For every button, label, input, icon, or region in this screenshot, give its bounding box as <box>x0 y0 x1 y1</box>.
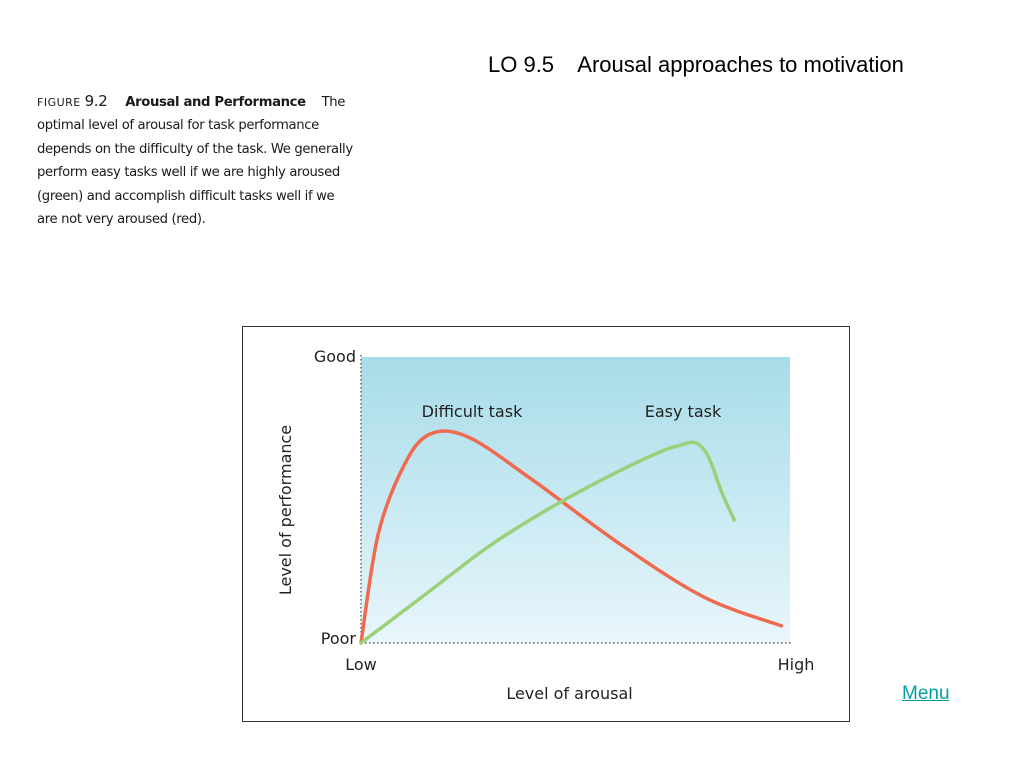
figure-number: 9.2 <box>84 92 108 110</box>
series-label-easy-task: Easy task <box>645 402 722 421</box>
x-axis-label: Level of arousal <box>506 684 632 703</box>
x-tick-label-low: Low <box>345 655 377 674</box>
figure-caption-text: The optimal level of arousal for task pe… <box>37 95 353 228</box>
series-line-difficult-task <box>359 429 784 645</box>
series-line-easy-task <box>359 440 736 645</box>
figure-heading: Arousal and Performance <box>125 95 306 110</box>
figure-caption: FIGURE 9.2 Arousal and Performance The o… <box>37 90 355 231</box>
figure-word: FIGURE <box>37 96 81 109</box>
slide-title: LO 9.5 Arousal approaches to motivation <box>488 52 904 77</box>
figure-frame: Good Poor Low High Level of arousal Leve… <box>242 326 850 722</box>
arousal-performance-chart: Good Poor Low High Level of arousal Leve… <box>276 347 815 703</box>
y-tick-label-good: Good <box>314 347 356 366</box>
plot-area <box>361 357 790 643</box>
menu-link[interactable]: Menu <box>902 683 950 704</box>
y-tick-label-poor: Poor <box>321 629 357 648</box>
series-label-difficult-task: Difficult task <box>422 402 523 421</box>
x-tick-label-high: High <box>778 655 815 674</box>
y-axis-label: Level of performance <box>276 425 295 595</box>
